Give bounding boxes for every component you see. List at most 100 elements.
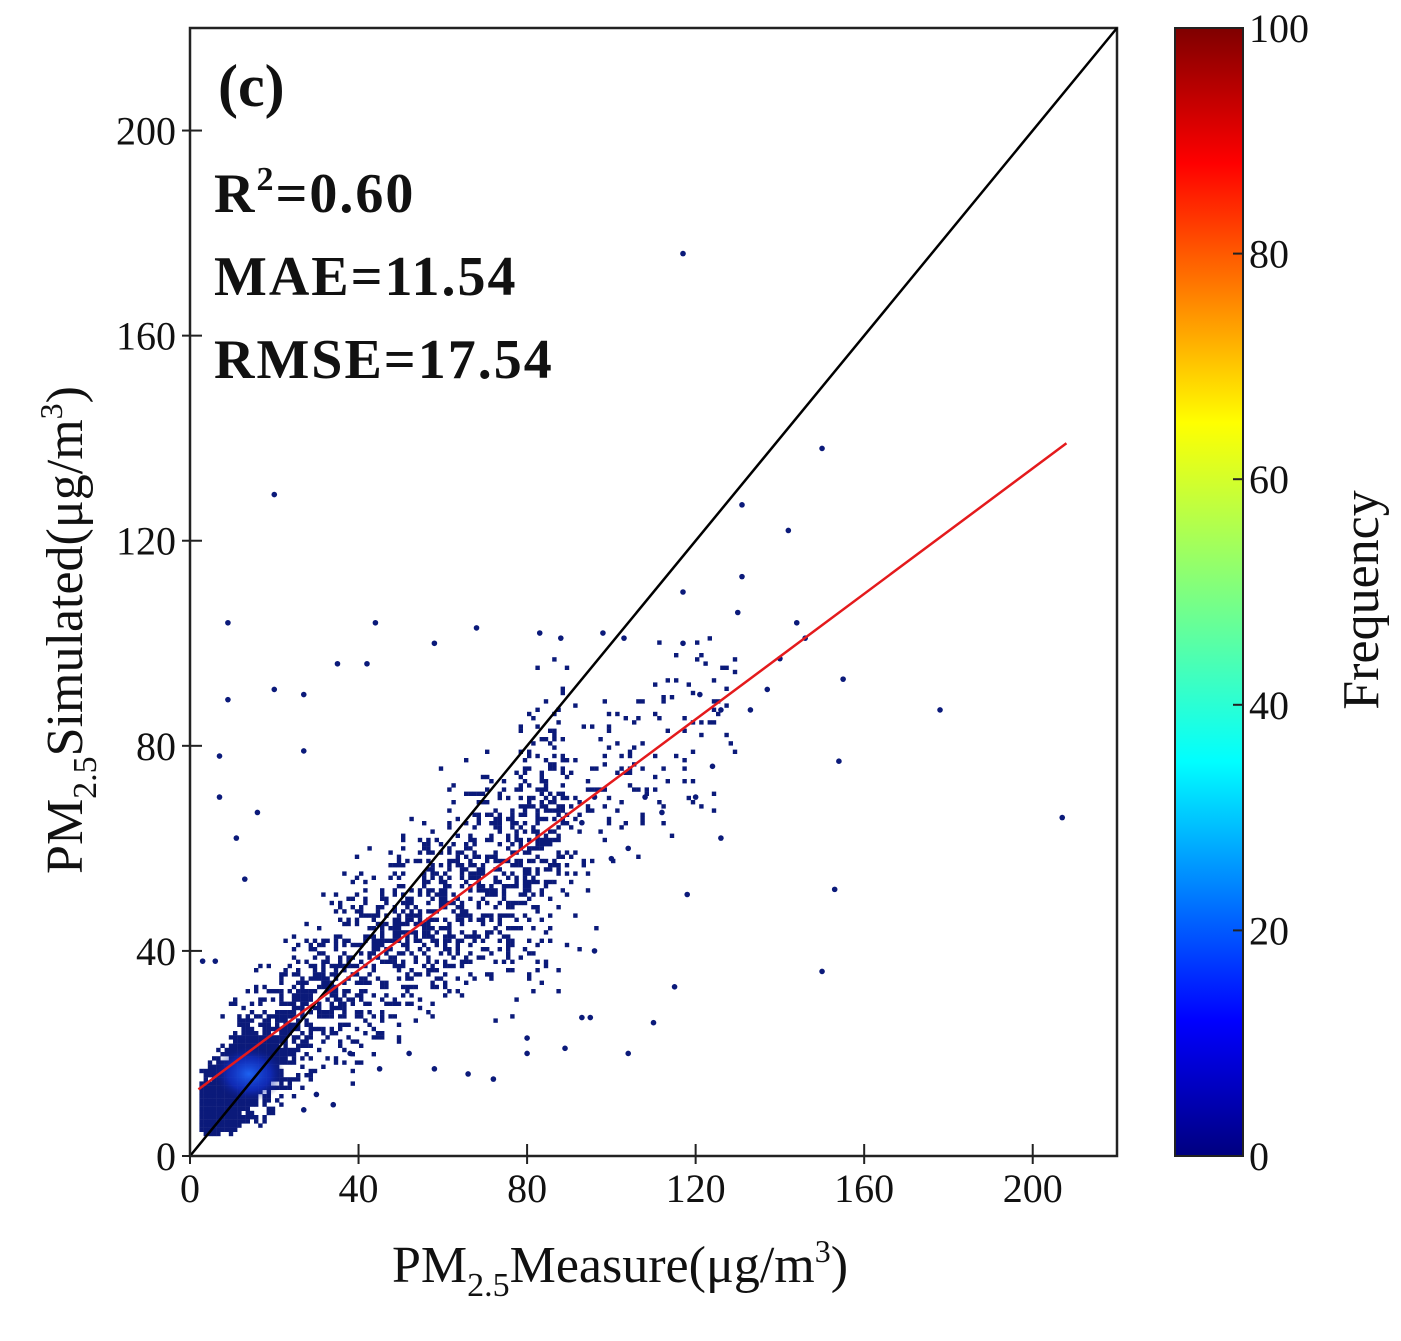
- cloud-point: [564, 665, 570, 670]
- cloud-point: [451, 909, 456, 914]
- cloud-point: [552, 837, 557, 843]
- cloud-point: [590, 787, 595, 792]
- x-axis: 0 40 80 120 160 200: [180, 1144, 1063, 1211]
- scatter-point: [579, 1014, 585, 1021]
- cloud-point: [291, 1010, 297, 1015]
- cloud-point: [434, 892, 439, 897]
- cloud-point: [333, 1056, 339, 1061]
- cloud-point: [384, 993, 389, 998]
- cloud-point: [312, 1005, 318, 1011]
- cloud-point: [392, 938, 397, 943]
- cloud-point: [665, 728, 670, 733]
- cloud-point: [690, 800, 696, 805]
- cloud-point: [296, 968, 301, 973]
- cloud-point: [527, 938, 532, 943]
- scatter-point: [473, 625, 480, 631]
- cloud-point: [270, 1110, 276, 1116]
- cloud-point: [245, 1018, 250, 1023]
- cloud-point: [279, 972, 284, 977]
- cloud-point: [501, 787, 507, 792]
- cloud-point: [342, 993, 347, 998]
- cloud-point: [522, 812, 528, 817]
- cloud-point: [732, 657, 738, 662]
- cloud-point: [279, 1018, 284, 1023]
- cloud-point: [443, 963, 448, 969]
- cloud-point: [241, 1026, 246, 1032]
- cloud-point: [573, 850, 578, 855]
- cloud-point: [291, 934, 297, 939]
- cloud-point: [497, 917, 502, 922]
- cloud-point: [375, 1031, 381, 1036]
- cloud-point: [371, 938, 376, 943]
- cloud-point: [262, 1102, 267, 1107]
- cloud-point: [636, 787, 641, 792]
- cloud-point: [249, 1039, 255, 1044]
- cloud-point: [464, 934, 469, 939]
- cloud-point: [682, 758, 687, 763]
- cloud-point: [308, 947, 313, 952]
- cloud-point: [506, 913, 511, 918]
- cloud-point: [527, 837, 532, 843]
- x-tick-label: 40: [339, 1166, 379, 1211]
- cloud-point: [552, 766, 557, 771]
- cloud-point: [245, 989, 250, 994]
- cloud-point: [254, 968, 259, 973]
- cloud-point: [510, 942, 515, 948]
- cloud-point: [430, 829, 435, 834]
- cloud-point: [291, 1022, 297, 1027]
- cloud-point: [489, 917, 494, 922]
- cloud-point: [501, 959, 507, 964]
- cloud-point: [497, 867, 502, 872]
- cloud-point: [367, 955, 372, 960]
- cloud-point: [346, 989, 351, 994]
- cloud-point: [245, 1119, 250, 1124]
- cloud-point: [451, 892, 456, 897]
- cloud-point: [367, 1010, 372, 1015]
- cloud-point: [476, 871, 481, 876]
- cloud-point: [413, 959, 418, 964]
- cloud-point: [275, 1052, 280, 1057]
- cloud-point: [506, 968, 511, 973]
- cloud-point: [581, 863, 586, 868]
- cloud-point: [468, 791, 473, 796]
- cloud-point: [493, 892, 498, 897]
- one-to-one-line: [189, 27, 1118, 1157]
- cloud-point: [304, 1035, 309, 1040]
- cloud-point: [233, 1127, 238, 1132]
- cloud-point: [485, 892, 490, 897]
- cloud-point: [539, 917, 544, 922]
- cloud-point: [501, 913, 507, 918]
- cloud-point: [426, 837, 431, 843]
- cloud-point: [510, 842, 515, 847]
- cloud-point: [266, 1106, 271, 1111]
- cloud-point: [598, 829, 603, 834]
- cloud-point: [573, 795, 578, 801]
- cloud-point: [707, 720, 712, 725]
- cloud-point: [535, 724, 540, 729]
- cloud-point: [531, 829, 536, 834]
- cloud-point: [485, 749, 490, 754]
- cloud-point: [527, 753, 532, 759]
- cloud-point: [556, 812, 561, 817]
- cloud-point: [304, 1018, 309, 1023]
- cloud-point: [237, 1115, 242, 1120]
- scatter-point: [692, 794, 699, 800]
- cloud-point: [233, 1102, 238, 1107]
- cloud-point: [447, 867, 452, 872]
- cloud-point: [464, 791, 469, 796]
- cloud-point: [468, 942, 473, 948]
- cloud-point: [338, 1039, 343, 1044]
- cloud-point: [514, 863, 519, 868]
- cloud-point: [443, 934, 448, 939]
- cloud-point: [506, 884, 511, 889]
- cloud-point: [392, 1001, 397, 1006]
- cloud-point: [632, 745, 637, 750]
- cloud-point: [350, 905, 355, 910]
- cloud-point: [203, 1115, 208, 1120]
- cloud-point: [262, 1022, 267, 1027]
- cloud-point: [476, 875, 481, 880]
- cloud-point: [459, 850, 465, 855]
- cloud-point: [396, 854, 402, 859]
- cloud-point: [497, 930, 502, 935]
- cloud-point: [228, 1098, 234, 1103]
